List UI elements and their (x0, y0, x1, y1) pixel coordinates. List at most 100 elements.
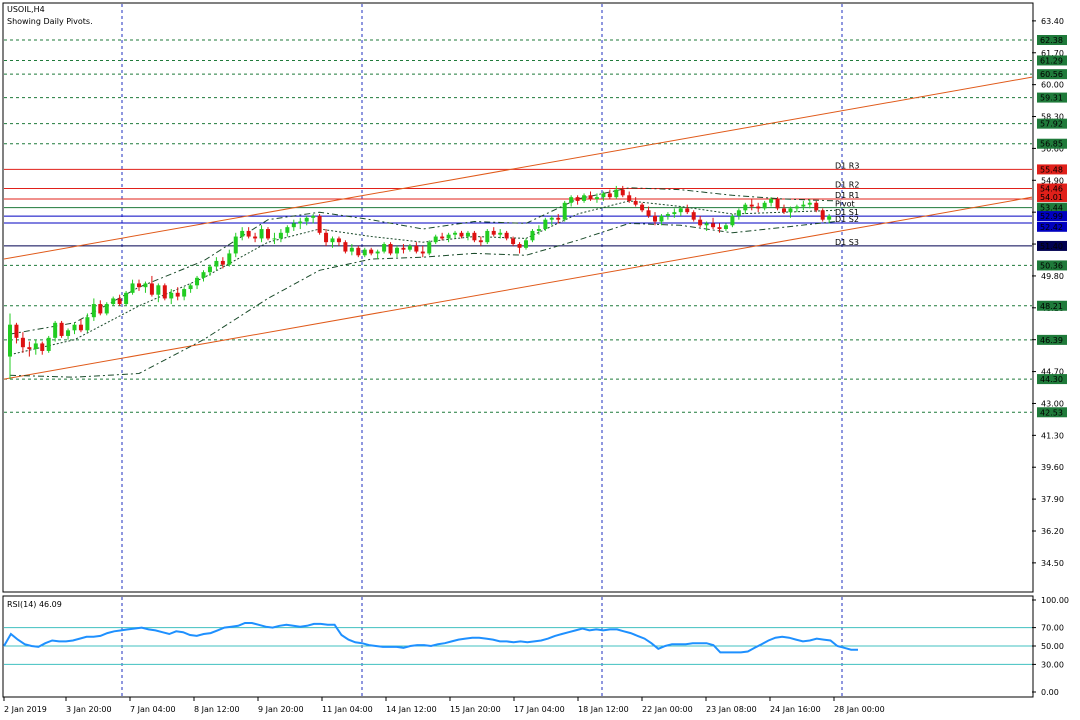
x-tick-label: 18 Jan 12:00 (578, 705, 629, 714)
candle-body (85, 317, 90, 331)
candle-body (517, 244, 522, 248)
price-tag (1037, 240, 1067, 251)
candle-body (723, 225, 728, 230)
x-tick-label: 22 Jan 00:00 (642, 705, 693, 714)
y-tick-label: 49.80 (1041, 272, 1064, 281)
candle-body (762, 202, 767, 209)
x-tick-label: 7 Jan 04:00 (130, 705, 176, 714)
candle-body (491, 230, 496, 235)
candle-body (72, 324, 77, 331)
candle-body (14, 324, 19, 338)
x-tick-label: 11 Jan 04:00 (322, 705, 373, 714)
price-tag (1037, 260, 1067, 271)
candle-body (782, 208, 786, 213)
candle-body (446, 234, 451, 239)
candle-body (304, 217, 309, 222)
price-tag (1037, 183, 1067, 194)
candle-body (594, 197, 599, 200)
price-tag-label: 44.30 (1040, 375, 1063, 384)
candle-body (349, 247, 354, 252)
candle-body (182, 289, 187, 297)
x-tick-label: 15 Jan 20:00 (450, 705, 501, 714)
candle-body (582, 195, 587, 201)
price-tag (1037, 69, 1067, 80)
candle-body (317, 215, 322, 233)
pivot-label: D1 R1 (835, 191, 859, 200)
price-tag (1037, 374, 1067, 385)
candle-body (749, 204, 754, 207)
price-tag-label: 52.99 (1040, 212, 1063, 221)
candle-body (485, 230, 490, 243)
price-tag (1037, 55, 1067, 66)
candle-body (530, 230, 535, 241)
x-tick-label: 28 Jan 00:00 (834, 705, 885, 714)
price-tag-label: 55.48 (1040, 165, 1063, 174)
candle-body (20, 337, 25, 348)
candle-body (111, 298, 116, 305)
y-tick-label: 37.90 (1041, 495, 1064, 504)
price-tag-label: 48.21 (1040, 302, 1063, 311)
rsi-y-tick-label: 70.00 (1041, 624, 1064, 633)
price-panel (2, 2, 1034, 593)
chart-subtitle: Showing Daily Pivots. (7, 17, 93, 26)
candle-body (98, 304, 103, 314)
candle-body (156, 285, 161, 295)
candle-body (395, 247, 399, 254)
price-tag-label: 51.40 (1040, 242, 1063, 251)
candle-body (607, 193, 612, 198)
candle-body (40, 343, 45, 351)
candle-body (253, 236, 258, 239)
y-tick-label: 36.20 (1041, 527, 1064, 536)
candle-body (691, 212, 696, 220)
candle-body (117, 298, 122, 305)
x-tick-label: 3 Jan 20:00 (66, 705, 112, 714)
candle-body (478, 240, 483, 243)
x-tick-label: 9 Jan 20:00 (258, 705, 304, 714)
candle-body (27, 347, 32, 350)
candle-body (678, 208, 683, 213)
price-tags: 62.38 61.29 60.56 59.31 57.92 56.85 55.48 54.46… (1037, 35, 1067, 418)
candle-body (130, 283, 135, 293)
candle-body (401, 247, 406, 250)
price-tag-label: 54.46 (1040, 185, 1063, 194)
time-axis: 2 Jan 2019 3 Jan 20:00 7 Jan 04:00 8 Jan 12… (3, 697, 885, 714)
candle-body (291, 223, 296, 228)
candle-body (524, 240, 528, 248)
candle-body (388, 244, 393, 254)
x-tick-label: 17 Jan 04:00 (514, 705, 565, 714)
channel-line-upper (3, 76, 1033, 260)
price-tag-label: 56.85 (1040, 140, 1063, 149)
candle-body (201, 272, 206, 278)
candle-body (465, 232, 470, 237)
candle-body (227, 253, 232, 265)
price-tag (1037, 407, 1067, 418)
candle-body (543, 219, 548, 230)
candle-body (382, 244, 387, 252)
pivot-label: D1 S2 (835, 215, 859, 224)
candle-body (665, 214, 670, 216)
candle-body (330, 238, 335, 243)
pivot-label: Pivot (835, 200, 855, 209)
candle-body (620, 189, 625, 196)
candle-body (175, 292, 180, 297)
price-tag-label: 42.53 (1040, 408, 1063, 417)
candle-body (8, 324, 12, 357)
candle-body (459, 232, 464, 237)
rsi-y-tick-label: 50.00 (1041, 642, 1064, 651)
candle-body (640, 204, 645, 211)
y-tick-label: 44.70 (1041, 368, 1064, 377)
y-tick-label: 60.00 (1041, 81, 1064, 90)
price-tag-label: 62.38 (1040, 36, 1063, 45)
candle-body (233, 236, 238, 254)
price-tag (1037, 164, 1067, 175)
candle-body (375, 251, 380, 254)
price-tag-label: 61.29 (1040, 56, 1063, 65)
candle-body (414, 245, 419, 252)
price-tag-label: 57.92 (1040, 120, 1063, 129)
candle-body (549, 217, 554, 220)
band-middle (9, 200, 836, 356)
candle-body (240, 230, 245, 237)
candle-body (588, 195, 593, 200)
candle-body (343, 242, 348, 252)
candle-body (427, 242, 432, 254)
